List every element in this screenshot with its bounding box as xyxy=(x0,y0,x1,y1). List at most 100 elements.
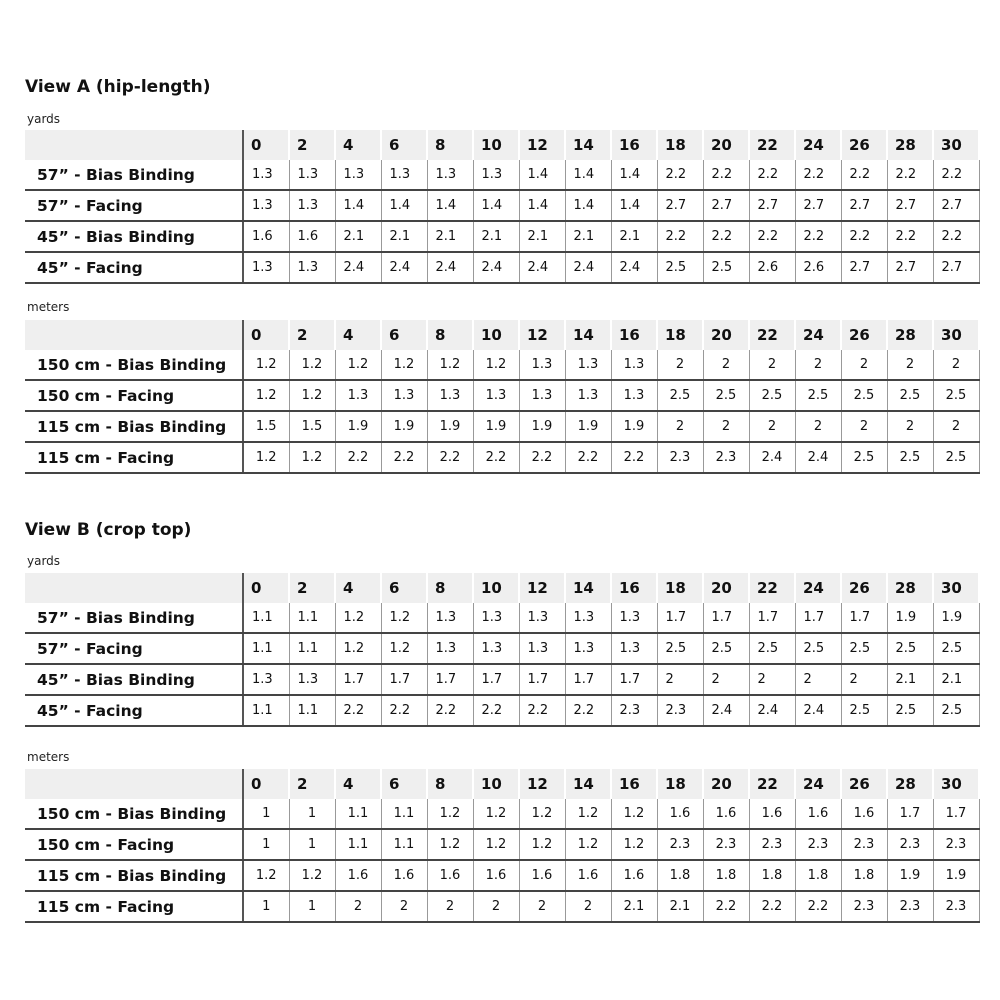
view-a-meters-table: 0 2 4 6 8 10 12 14 16 18 20 22 24 26 28 30 150 cm - Bias… xyxy=(25,320,980,474)
yardage-cell: 2.7 xyxy=(703,190,750,222)
yardage-cell: 1.6 xyxy=(611,860,658,892)
size-header: 10 xyxy=(473,320,520,350)
yardage-cell: 1.3 xyxy=(611,633,658,665)
yardage-cell: 1.3 xyxy=(473,603,520,634)
table-row: 150 cm - Bias Binding 1.2 1.2 1.2 1.2 1.2 1.2 1… xyxy=(25,350,980,381)
yardage-cell: 2 xyxy=(749,664,796,696)
yardage-cell: 1.4 xyxy=(381,190,428,222)
yardage-cell: 2 xyxy=(657,664,704,696)
view-b-meters-label: meters xyxy=(27,750,70,764)
yardage-cell: 2.7 xyxy=(887,252,934,284)
yardage-cell: 1.3 xyxy=(427,633,474,665)
yardage-cell: 1.6 xyxy=(473,860,520,892)
yardage-cell: 1.6 xyxy=(519,860,566,892)
yardage-cell: 1.1 xyxy=(335,829,382,861)
view-a-title: View A (hip-length) xyxy=(25,77,211,97)
size-header: 8 xyxy=(427,573,474,603)
yardage-cell: 2 xyxy=(427,891,474,923)
yardage-cell: 1.2 xyxy=(611,799,658,830)
yardage-cell: 1.6 xyxy=(841,799,888,830)
yardage-cell: 2.2 xyxy=(519,442,566,474)
size-header: 10 xyxy=(473,130,520,160)
yardage-cell: 2.4 xyxy=(703,695,750,727)
header-corner xyxy=(25,130,244,160)
table-row: 45” - Bias Binding 1.6 1.6 2.1 2.1 2.1 2.1 2.1 2… xyxy=(25,221,980,253)
yardage-cell: 1.1 xyxy=(243,633,290,665)
size-header: 0 xyxy=(243,573,290,603)
yardage-cell: 1.6 xyxy=(795,799,842,830)
yardage-cell: 2 xyxy=(933,411,980,443)
fabric-label: 57” - Facing xyxy=(25,633,244,665)
yardage-cell: 1.7 xyxy=(795,603,842,634)
size-header: 30 xyxy=(933,769,980,799)
yardage-cell: 2.2 xyxy=(887,160,934,191)
yardage-cell: 2.1 xyxy=(611,891,658,923)
yardage-cell: 1.3 xyxy=(473,160,520,191)
yardage-cell: 2.2 xyxy=(427,442,474,474)
yardage-cell: 1.7 xyxy=(703,603,750,634)
table-row: 115 cm - Facing 1.2 1.2 2.2 2.2 2.2 2.2 2.2 2.2 2… xyxy=(25,442,980,474)
size-header: 0 xyxy=(243,769,290,799)
size-header: 28 xyxy=(887,573,934,603)
yardage-cell: 2.2 xyxy=(703,221,750,253)
yardage-cell: 2 xyxy=(887,350,934,381)
yardage-cell: 1.3 xyxy=(335,380,382,412)
yardage-cell: 2.2 xyxy=(565,695,612,727)
size-header: 24 xyxy=(795,320,842,350)
yardage-cell: 1.3 xyxy=(565,350,612,381)
size-header: 12 xyxy=(519,573,566,603)
yardage-cell: 1.9 xyxy=(519,411,566,443)
yardage-cell: 2.7 xyxy=(795,190,842,222)
yardage-cell: 2.5 xyxy=(933,633,980,665)
yardage-cell: 2.5 xyxy=(703,633,750,665)
size-header: 30 xyxy=(933,320,980,350)
yardage-cell: 1.3 xyxy=(427,160,474,191)
fabric-label: 150 cm - Facing xyxy=(25,829,244,861)
yardage-cell: 2.4 xyxy=(749,442,796,474)
yardage-cell: 2.5 xyxy=(657,252,704,284)
yardage-cell: 2.2 xyxy=(381,695,428,727)
yardage-cell: 2 xyxy=(749,350,796,381)
yardage-cell: 1.3 xyxy=(289,664,336,696)
yardage-cell: 2.4 xyxy=(749,695,796,727)
yardage-cell: 2.3 xyxy=(703,442,750,474)
yardage-cell: 2.5 xyxy=(657,633,704,665)
size-header: 26 xyxy=(841,769,888,799)
yardage-cell: 1.3 xyxy=(289,252,336,284)
yardage-cell: 2.3 xyxy=(703,829,750,861)
yardage-cell: 2.5 xyxy=(841,633,888,665)
yardage-cell: 1.9 xyxy=(427,411,474,443)
yardage-cell: 1.3 xyxy=(243,252,290,284)
yardage-cell: 2.7 xyxy=(933,252,980,284)
fabric-label: 45” - Bias Binding xyxy=(25,221,244,253)
yardage-cell: 2.4 xyxy=(427,252,474,284)
yardage-cell: 1.3 xyxy=(565,380,612,412)
yardage-cell: 2.3 xyxy=(841,829,888,861)
yardage-cell: 2 xyxy=(795,664,842,696)
size-header: 24 xyxy=(795,573,842,603)
yardage-cell: 1.9 xyxy=(933,860,980,892)
yardage-cell: 2.3 xyxy=(795,829,842,861)
yardage-cell: 2.5 xyxy=(703,252,750,284)
size-header: 2 xyxy=(289,130,336,160)
yardage-cell: 1.7 xyxy=(749,603,796,634)
yardage-cell: 2.5 xyxy=(887,633,934,665)
yardage-cell: 2 xyxy=(335,891,382,923)
yardage-cell: 1.3 xyxy=(381,380,428,412)
yardage-cell: 2.2 xyxy=(703,160,750,191)
yardage-cell: 2.2 xyxy=(565,442,612,474)
view-b-yards-label: yards xyxy=(27,554,61,568)
yardage-cell: 1.3 xyxy=(611,350,658,381)
yardage-cell: 1.1 xyxy=(289,633,336,665)
yardage-cell: 2 xyxy=(933,350,980,381)
yardage-cell: 2.3 xyxy=(611,695,658,727)
yardage-cell: 2.4 xyxy=(473,252,520,284)
yardage-cell: 1.9 xyxy=(473,411,520,443)
size-header: 22 xyxy=(749,769,796,799)
yardage-cell: 1.3 xyxy=(519,350,566,381)
yardage-cell: 1.3 xyxy=(473,380,520,412)
yardage-cell: 1.6 xyxy=(749,799,796,830)
size-header: 18 xyxy=(657,130,704,160)
table-row: 150 cm - Facing 1 1 1.1 1.1 1.2 1.2 1.2 1.2 1.2 2.… xyxy=(25,829,980,861)
yardage-cell: 1.2 xyxy=(381,603,428,634)
